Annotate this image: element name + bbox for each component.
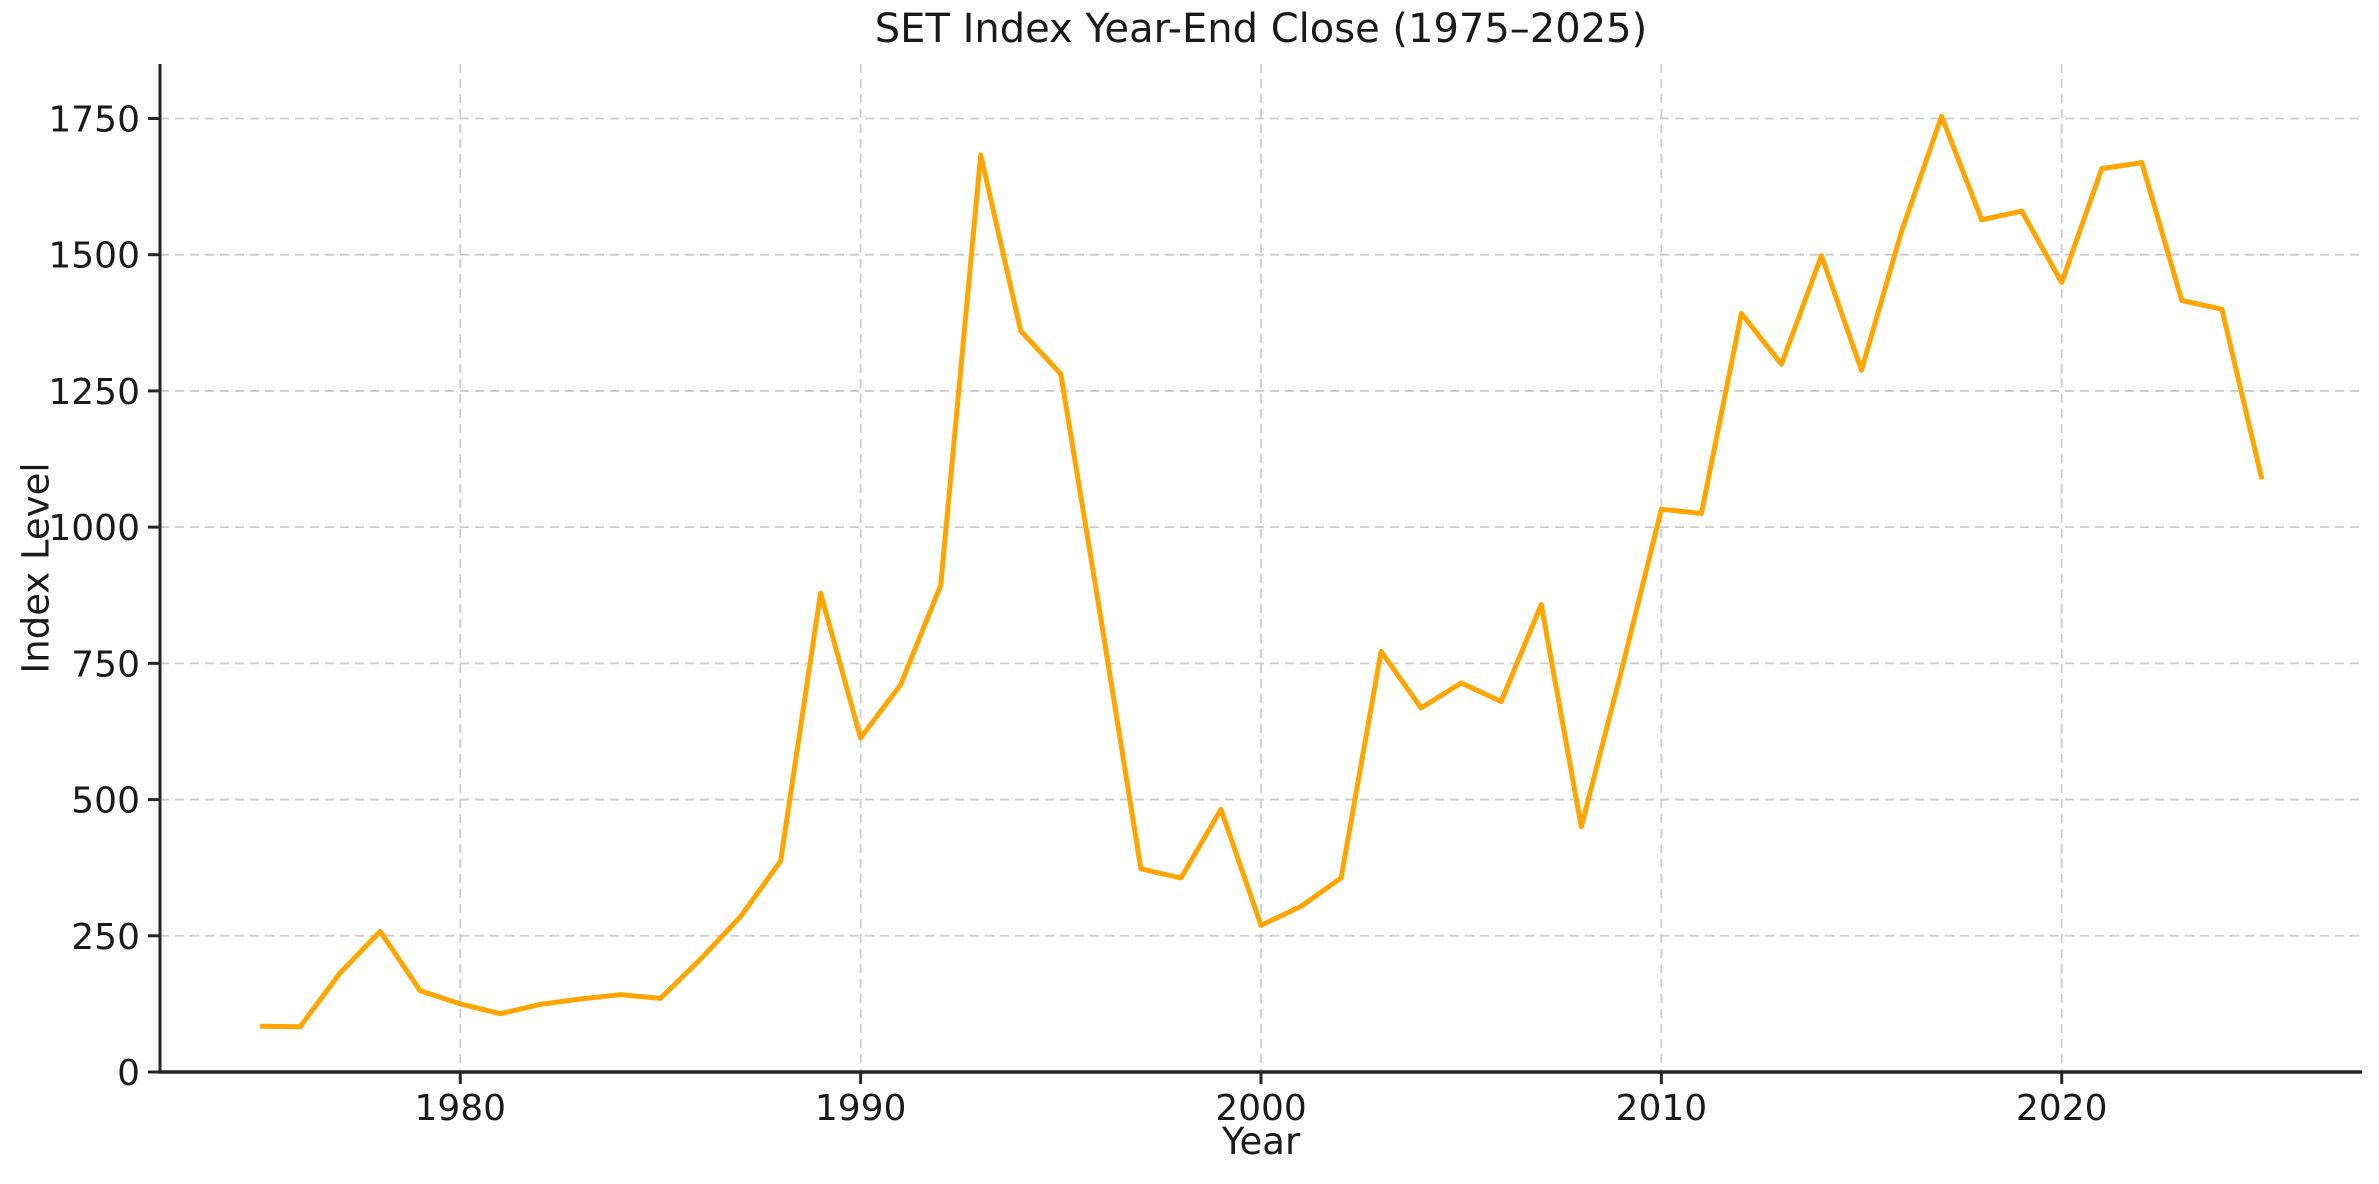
y-tick-label: 750 — [71, 644, 140, 685]
y-tick-label: 1500 — [48, 236, 140, 277]
chart-title: SET Index Year-End Close (1975–2025) — [874, 6, 1648, 52]
y-tick-label: 500 — [71, 781, 140, 822]
y-tick-label: 0 — [117, 1053, 140, 1094]
y-tick-label: 1750 — [48, 99, 140, 140]
x-tick-label: 1980 — [414, 1088, 506, 1129]
x-tick-label: 2000 — [1215, 1088, 1307, 1129]
x-tick-label: 2010 — [1616, 1088, 1708, 1129]
y-tick-label: 1250 — [48, 372, 140, 413]
set-index-line — [260, 113, 2265, 1030]
x-axis-label: Year — [1221, 1120, 1301, 1163]
x-tick-label: 2020 — [2016, 1088, 2108, 1129]
y-tick-label: 250 — [71, 917, 140, 958]
y-axis-label: Index Level — [14, 462, 58, 674]
x-tick-label: 1990 — [815, 1088, 907, 1129]
y-tick-label: 1000 — [48, 508, 140, 549]
